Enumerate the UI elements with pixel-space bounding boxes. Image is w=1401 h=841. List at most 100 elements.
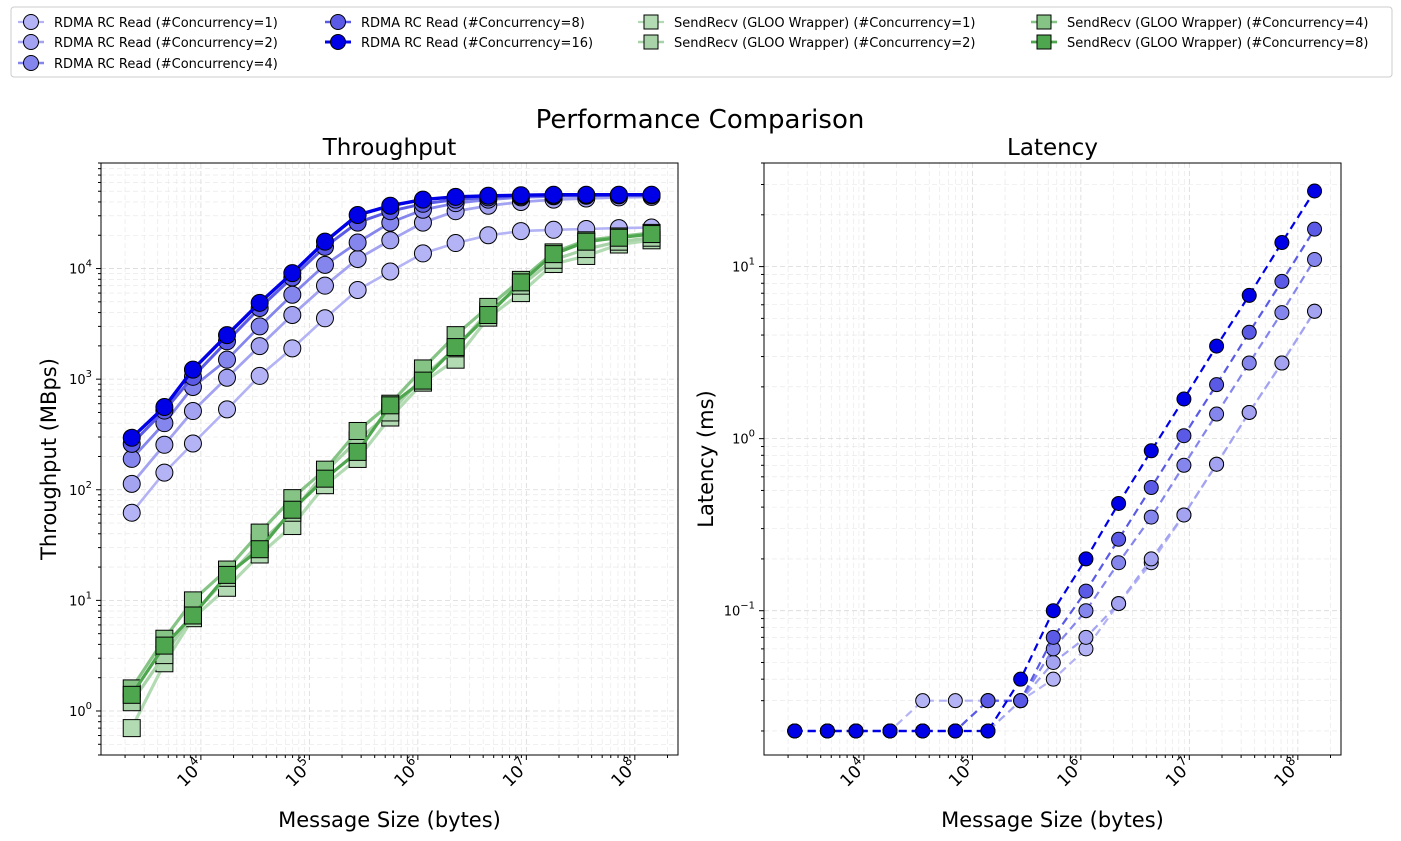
y-tick-label: 101 bbox=[69, 590, 92, 609]
data-point bbox=[1176, 391, 1192, 407]
data-point bbox=[155, 398, 174, 417]
data-point bbox=[155, 463, 174, 482]
data-point bbox=[1111, 495, 1127, 511]
chart-title: Latency bbox=[1007, 135, 1098, 161]
legend-marker bbox=[330, 14, 346, 30]
data-point bbox=[848, 723, 864, 739]
plot-area bbox=[122, 185, 661, 738]
data-point bbox=[1013, 693, 1029, 709]
data-point bbox=[446, 187, 465, 206]
data-point bbox=[283, 339, 302, 358]
data-point bbox=[1176, 507, 1192, 523]
series bbox=[787, 183, 1323, 739]
data-point bbox=[1078, 629, 1094, 645]
x-tick-base: 10 bbox=[1162, 762, 1191, 791]
y-tick-label: 100 bbox=[69, 701, 92, 720]
x-axis-label: Message Size (bytes) bbox=[941, 808, 1164, 832]
data-point bbox=[413, 371, 432, 390]
figure-title: Performance Comparison bbox=[536, 105, 865, 135]
y-tick-exponent: 3 bbox=[86, 369, 92, 380]
data-point bbox=[348, 421, 367, 440]
data-point bbox=[1045, 603, 1061, 619]
data-point bbox=[1209, 406, 1225, 422]
x-tick-label: 104 bbox=[834, 754, 872, 792]
data-point bbox=[446, 234, 465, 253]
data-point bbox=[1241, 404, 1257, 420]
data-point bbox=[1143, 480, 1159, 496]
x-tick-label: 105 bbox=[279, 754, 317, 792]
legend-marker bbox=[1036, 14, 1052, 30]
data-point bbox=[609, 228, 628, 247]
data-point bbox=[381, 262, 400, 281]
data-point bbox=[577, 185, 596, 204]
legend-marker bbox=[23, 55, 39, 71]
series bbox=[787, 303, 1323, 739]
legend-item: SendRecv (GLOO Wrapper) (#Concurrency=4) bbox=[1031, 14, 1368, 31]
y-tick-label: 103 bbox=[69, 369, 92, 388]
legend-marker bbox=[23, 34, 39, 50]
chart-title: Throughput bbox=[322, 135, 457, 161]
x-tick-base: 10 bbox=[1054, 762, 1083, 791]
data-point bbox=[315, 276, 334, 295]
legend-item: RDMA RC Read (#Concurrency=4) bbox=[18, 55, 278, 72]
data-point bbox=[446, 338, 465, 357]
series-line bbox=[130, 238, 652, 729]
data-point bbox=[413, 190, 432, 209]
data-point bbox=[1274, 235, 1290, 251]
data-point bbox=[381, 196, 400, 215]
series bbox=[122, 231, 661, 738]
y-tick-exponent: 0 bbox=[749, 429, 755, 440]
x-tick-label: 107 bbox=[496, 754, 534, 792]
data-point bbox=[1045, 671, 1061, 687]
data-point bbox=[1307, 251, 1323, 267]
data-point bbox=[1045, 629, 1061, 645]
data-point bbox=[511, 222, 530, 241]
data-point bbox=[218, 326, 237, 345]
legend-label: RDMA RC Read (#Concurrency=1) bbox=[54, 16, 278, 31]
throughput-chart: 104105106107108100101102103104Throughput… bbox=[37, 135, 679, 832]
data-point bbox=[218, 565, 237, 584]
data-point bbox=[183, 434, 202, 453]
data-point bbox=[642, 185, 661, 204]
latency-chart: 10410510610710810−1100101LatencyMessage … bbox=[694, 135, 1342, 832]
y-tick-base: 10 bbox=[69, 594, 86, 609]
y-tick-base: 10 bbox=[69, 373, 86, 388]
legend-marker bbox=[1036, 34, 1052, 50]
data-point bbox=[882, 723, 898, 739]
legend-label: RDMA RC Read (#Concurrency=16) bbox=[361, 36, 593, 51]
x-tick-base: 10 bbox=[174, 762, 203, 791]
x-tick-base: 10 bbox=[499, 762, 528, 791]
data-point bbox=[122, 449, 141, 468]
data-point bbox=[250, 337, 269, 356]
series bbox=[122, 225, 661, 704]
y-tick-base: 10 bbox=[69, 263, 86, 278]
y-tick-label: 100 bbox=[732, 429, 755, 448]
x-tick-base: 10 bbox=[391, 762, 420, 791]
x-tick-label: 108 bbox=[605, 754, 643, 792]
data-point bbox=[183, 402, 202, 421]
y-tick-base: 10 bbox=[732, 433, 749, 448]
data-point bbox=[577, 232, 596, 251]
y-tick-label: 102 bbox=[69, 480, 92, 499]
data-point bbox=[315, 232, 334, 251]
data-point bbox=[348, 442, 367, 461]
data-point bbox=[155, 435, 174, 454]
x-tick-base: 10 bbox=[837, 762, 866, 791]
data-point bbox=[183, 606, 202, 625]
data-point bbox=[155, 636, 174, 655]
data-point bbox=[348, 280, 367, 299]
y-tick-exponent: 1 bbox=[86, 590, 92, 601]
data-point bbox=[980, 693, 996, 709]
data-point bbox=[250, 540, 269, 559]
x-tick-label: 104 bbox=[171, 754, 209, 792]
plot-area bbox=[787, 183, 1323, 739]
data-point bbox=[1241, 355, 1257, 371]
series-line bbox=[130, 236, 652, 704]
y-tick-exponent: 0 bbox=[86, 701, 92, 712]
x-tick-label: 107 bbox=[1159, 754, 1197, 792]
data-point bbox=[183, 360, 202, 379]
legend-marker bbox=[330, 34, 346, 50]
data-point bbox=[315, 255, 334, 274]
data-point bbox=[283, 306, 302, 325]
ticks bbox=[96, 162, 668, 760]
